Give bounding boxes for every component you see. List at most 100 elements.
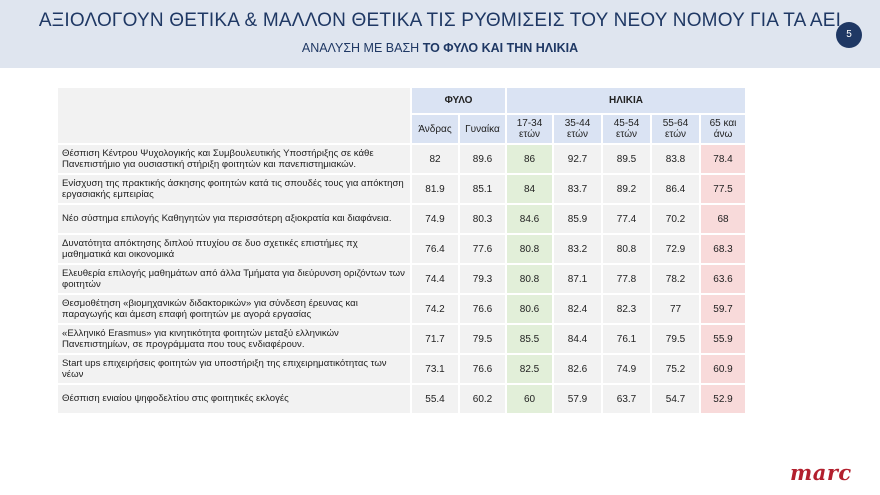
col-header-age-45-54: 45-54 ετών [603,115,650,143]
value-cell: 82.3 [603,295,650,323]
value-cell: 57.9 [554,385,601,413]
value-cell: 83.8 [652,145,699,173]
table-row: Ελευθερία επιλογής μαθημάτων από άλλα Τμ… [58,265,745,293]
value-cell: 59.7 [701,295,745,323]
table-row: Δυνατότητα απόκτησης διπλού πτυχίου σε δ… [58,235,745,263]
row-label: Θεσμοθέτηση «βιομηχανικών διδακτορικών» … [58,295,410,323]
value-cell: 55.4 [412,385,458,413]
table-row: Θεσμοθέτηση «βιομηχανικών διδακτορικών» … [58,295,745,323]
table-row: Θέσπιση Κέντρου Ψυχολογικής και Συμβουλε… [58,145,745,173]
column-header-row: Άνδρας Γυναίκα 17-34 ετών 35-44 ετών 45-… [58,115,745,143]
col-header-age-65-plus: 65 και άνω [701,115,745,143]
value-cell: 92.7 [554,145,601,173]
value-cell: 78.2 [652,265,699,293]
value-cell: 84.4 [554,325,601,353]
value-cell: 83.2 [554,235,601,263]
value-cell: 82.6 [554,355,601,383]
col-header-age-35-44: 35-44 ετών [554,115,601,143]
value-cell: 77.6 [460,235,505,263]
row-label: Νέο σύστημα επιλογής Καθηγητών για περισ… [58,205,410,233]
marc-logo: marc [790,460,852,485]
value-cell: 77.8 [603,265,650,293]
group-gender: ΦΥΛΟ [412,88,505,113]
value-cell: 77.4 [603,205,650,233]
value-cell: 52.9 [701,385,745,413]
value-cell: 81.9 [412,175,458,203]
value-cell: 54.7 [652,385,699,413]
value-cell: 82 [412,145,458,173]
row-label: «Ελληνικό Erasmus» για κινητικότητα φοιτ… [58,325,410,353]
value-cell: 74.2 [412,295,458,323]
value-cell: 89.5 [603,145,650,173]
value-cell: 77 [652,295,699,323]
value-cell: 80.6 [507,295,552,323]
value-cell: 89.6 [460,145,505,173]
col-header-age-55-64: 55-64 ετών [652,115,699,143]
value-cell: 80.8 [507,265,552,293]
value-cell: 87.1 [554,265,601,293]
value-cell: 86 [507,145,552,173]
table-row: Θέσπιση ενιαίου ψηφοδελτίου στις φοιτητι… [58,385,745,413]
row-label: Δυνατότητα απόκτησης διπλού πτυχίου σε δ… [58,235,410,263]
value-cell: 79.3 [460,265,505,293]
value-cell: 77.5 [701,175,745,203]
table-row: «Ελληνικό Erasmus» για κινητικότητα φοιτ… [58,325,745,353]
col-header-women: Γυναίκα [460,115,505,143]
value-cell: 74.9 [412,205,458,233]
results-table: ΦΥΛΟ ΗΛΙΚΙΑ Άνδρας Γυναίκα 17-34 ετών 35… [56,86,747,415]
col-header-men: Άνδρας [412,115,458,143]
slide-header: ΑΞΙΟΛΟΓΟΥΝ ΘΕΤΙΚΑ & ΜΑΛΛΟΝ ΘΕΤΙΚΑ ΤΙΣ ΡΥ… [0,0,880,68]
value-cell: 68.3 [701,235,745,263]
value-cell: 68 [701,205,745,233]
value-cell: 76.4 [412,235,458,263]
group-header-row: ΦΥΛΟ ΗΛΙΚΙΑ [58,88,745,143]
value-cell: 79.5 [652,325,699,353]
value-cell: 76.6 [460,355,505,383]
value-cell: 82.5 [507,355,552,383]
group-age: ΗΛΙΚΙΑ [507,88,745,113]
value-cell: 76.1 [603,325,650,353]
value-cell: 60 [507,385,552,413]
row-label: Θέσπιση ενιαίου ψηφοδελτίου στις φοιτητι… [58,385,410,413]
value-cell: 79.5 [460,325,505,353]
col-header-age-17-34: 17-34 ετών [507,115,552,143]
table-row: Νέο σύστημα επιλογής Καθηγητών για περισ… [58,205,745,233]
value-cell: 89.2 [603,175,650,203]
value-cell: 60.9 [701,355,745,383]
value-cell: 84.6 [507,205,552,233]
value-cell: 73.1 [412,355,458,383]
value-cell: 80.3 [460,205,505,233]
value-cell: 78.4 [701,145,745,173]
value-cell: 85.1 [460,175,505,203]
value-cell: 84 [507,175,552,203]
value-cell: 63.7 [603,385,650,413]
subtitle-emphasis: ΤΟ ΦΥΛΟ ΚΑΙ ΤΗΝ ΗΛΙΚΙΑ [422,41,579,55]
value-cell: 85.9 [554,205,601,233]
slide-subtitle: ΑΝΑΛΥΣΗ ΜΕ ΒΑΣΗ ΤΟ ΦΥΛΟ ΚΑΙ ΤΗΝ ΗΛΙΚΙΑ [0,41,880,55]
corner-cell [58,88,410,143]
value-cell: 76.6 [460,295,505,323]
value-cell: 55.9 [701,325,745,353]
value-cell: 60.2 [460,385,505,413]
row-label: Ελευθερία επιλογής μαθημάτων από άλλα Τμ… [58,265,410,293]
value-cell: 83.7 [554,175,601,203]
value-cell: 85.5 [507,325,552,353]
value-cell: 86.4 [652,175,699,203]
value-cell: 63.6 [701,265,745,293]
slide-title: ΑΞΙΟΛΟΓΟΥΝ ΘΕΤΙΚΑ & ΜΑΛΛΟΝ ΘΕΤΙΚΑ ΤΙΣ ΡΥ… [38,10,842,31]
value-cell: 74.4 [412,265,458,293]
page-number-badge: 5 [836,22,862,48]
value-cell: 70.2 [652,205,699,233]
value-cell: 72.9 [652,235,699,263]
value-cell: 80.8 [507,235,552,263]
value-cell: 82.4 [554,295,601,323]
row-label: Ενίσχυση της πρακτικής άσκησης φοιτητών … [58,175,410,203]
subtitle-prefix: ΑΝΑΛΥΣΗ ΜΕ ΒΑΣΗ [301,41,423,55]
value-cell: 71.7 [412,325,458,353]
value-cell: 75.2 [652,355,699,383]
table-row: Ενίσχυση της πρακτικής άσκησης φοιτητών … [58,175,745,203]
value-cell: 74.9 [603,355,650,383]
row-label: Start ups επιχειρήσεις φοιτητών για υποσ… [58,355,410,383]
row-label: Θέσπιση Κέντρου Ψυχολογικής και Συμβουλε… [58,145,410,173]
value-cell: 80.8 [603,235,650,263]
